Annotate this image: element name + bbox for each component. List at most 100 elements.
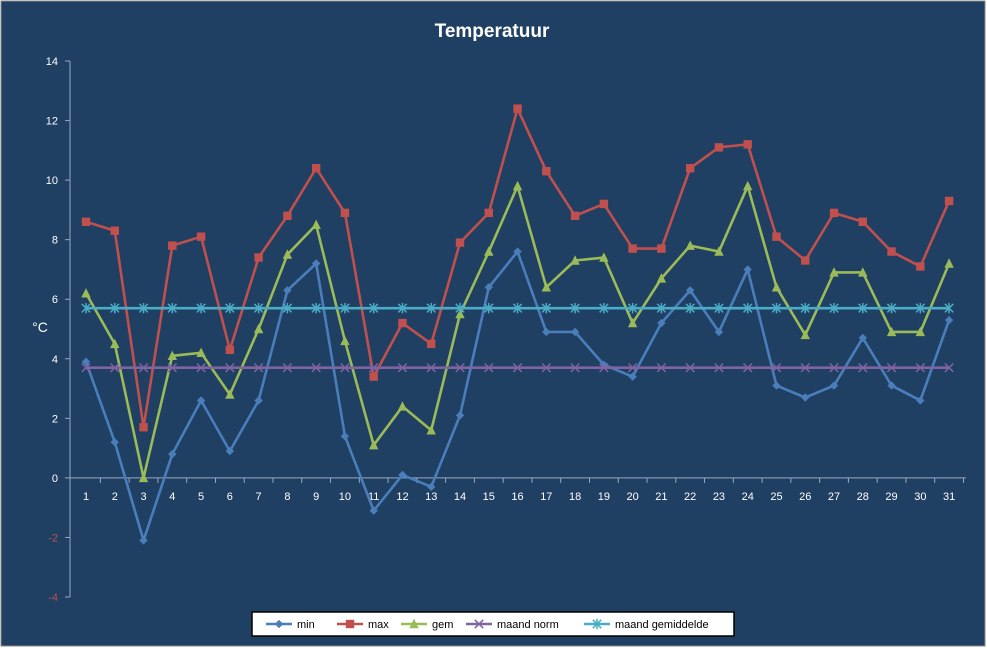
- x-tick-label: 13: [425, 491, 437, 503]
- y-tick-label: 14: [46, 56, 58, 68]
- x-tick-label: 20: [627, 491, 639, 503]
- legend-entry: max: [337, 619, 389, 631]
- legend-entry: maand norm: [466, 619, 559, 631]
- marker-shape: [340, 432, 350, 441]
- marker-shape: [253, 323, 264, 334]
- marker-shape: [771, 282, 782, 292]
- marker-shape: [139, 423, 148, 432]
- marker-shape: [915, 302, 926, 314]
- data-point: [81, 288, 91, 298]
- marker-shape: [512, 180, 523, 191]
- marker-shape: [225, 389, 235, 399]
- marker-shape: [196, 347, 206, 358]
- marker-shape: [311, 259, 321, 268]
- marker-shape: [513, 104, 522, 113]
- data-point: [398, 470, 407, 480]
- data-point: [570, 211, 580, 221]
- marker-shape: [484, 302, 494, 314]
- series-max: [81, 104, 954, 432]
- data-point: [886, 302, 897, 314]
- marker-shape: [829, 302, 839, 314]
- marker-shape: [138, 472, 149, 483]
- data-point: [139, 423, 148, 432]
- data-point: [887, 381, 896, 390]
- data-point: [455, 411, 465, 420]
- marker-shape: [570, 211, 580, 221]
- data-point: [657, 318, 666, 328]
- x-tick-label: 31: [943, 491, 955, 503]
- data-point: [283, 286, 292, 295]
- data-point: [311, 362, 321, 373]
- x-tick-label: 30: [914, 491, 926, 503]
- marker-shape: [340, 208, 350, 218]
- marker-shape: [369, 439, 379, 450]
- marker-shape: [656, 273, 667, 283]
- series-min: [81, 247, 954, 545]
- marker-shape: [167, 362, 178, 373]
- data-point: [484, 208, 493, 218]
- marker-shape: [829, 267, 839, 277]
- data-point: [81, 362, 91, 373]
- marker-shape: [742, 362, 753, 373]
- marker-shape: [81, 357, 91, 366]
- data-point: [253, 323, 264, 334]
- marker-shape: [829, 362, 839, 373]
- marker-shape: [944, 196, 954, 206]
- data-point: [800, 302, 810, 314]
- data-point: [771, 362, 782, 373]
- marker-shape: [196, 362, 206, 373]
- marker-shape: [513, 247, 522, 256]
- legend-label: min: [297, 619, 315, 631]
- data-point: [282, 249, 293, 259]
- marker-shape: [311, 219, 321, 229]
- marker-shape: [253, 302, 264, 314]
- data-point: [944, 258, 954, 268]
- marker-shape: [627, 317, 638, 328]
- marker-shape: [772, 381, 781, 390]
- marker-shape: [627, 362, 638, 373]
- data-point: [369, 439, 379, 450]
- data-point: [167, 362, 178, 373]
- marker-shape: [627, 302, 638, 314]
- marker-shape: [283, 286, 292, 295]
- x-tick-label: 6: [227, 491, 233, 503]
- y-tick-label: 4: [52, 354, 58, 366]
- y-tick-label: 2: [52, 413, 58, 425]
- legend-marker: [592, 618, 602, 630]
- marker-shape: [570, 327, 580, 337]
- data-point: [829, 302, 839, 314]
- marker-shape: [196, 232, 206, 241]
- marker-shape: [599, 362, 609, 373]
- y-tick-label: -2: [48, 532, 58, 544]
- data-point: [570, 327, 580, 337]
- data-point: [225, 302, 235, 314]
- marker-shape: [196, 396, 206, 405]
- marker-shape: [81, 362, 91, 373]
- marker-shape: [801, 393, 810, 402]
- data-point: [110, 302, 120, 314]
- data-point: [944, 315, 954, 325]
- marker-shape: [628, 372, 637, 381]
- marker-shape: [225, 345, 235, 355]
- marker-shape: [944, 302, 954, 314]
- marker-shape: [110, 338, 120, 349]
- marker-shape: [168, 241, 177, 250]
- marker-shape: [274, 619, 284, 629]
- data-point: [253, 302, 264, 314]
- marker-shape: [110, 362, 120, 373]
- marker-shape: [541, 302, 552, 314]
- chart-title: Temperatuur: [435, 21, 550, 42]
- data-point: [742, 302, 753, 314]
- data-point: [685, 240, 695, 250]
- marker-shape: [886, 362, 897, 373]
- data-point: [311, 164, 321, 173]
- marker-shape: [829, 381, 839, 390]
- marker-shape: [225, 446, 235, 456]
- marker-shape: [800, 302, 810, 314]
- data-point: [657, 244, 666, 253]
- marker-shape: [886, 326, 897, 337]
- data-point: [455, 302, 465, 314]
- data-point: [81, 302, 91, 314]
- series-maand-gemiddelde: [81, 302, 954, 314]
- data-point: [196, 232, 206, 241]
